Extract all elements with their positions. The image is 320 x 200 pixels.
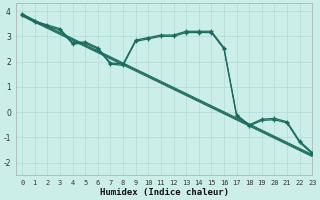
X-axis label: Humidex (Indice chaleur): Humidex (Indice chaleur)	[100, 188, 228, 197]
